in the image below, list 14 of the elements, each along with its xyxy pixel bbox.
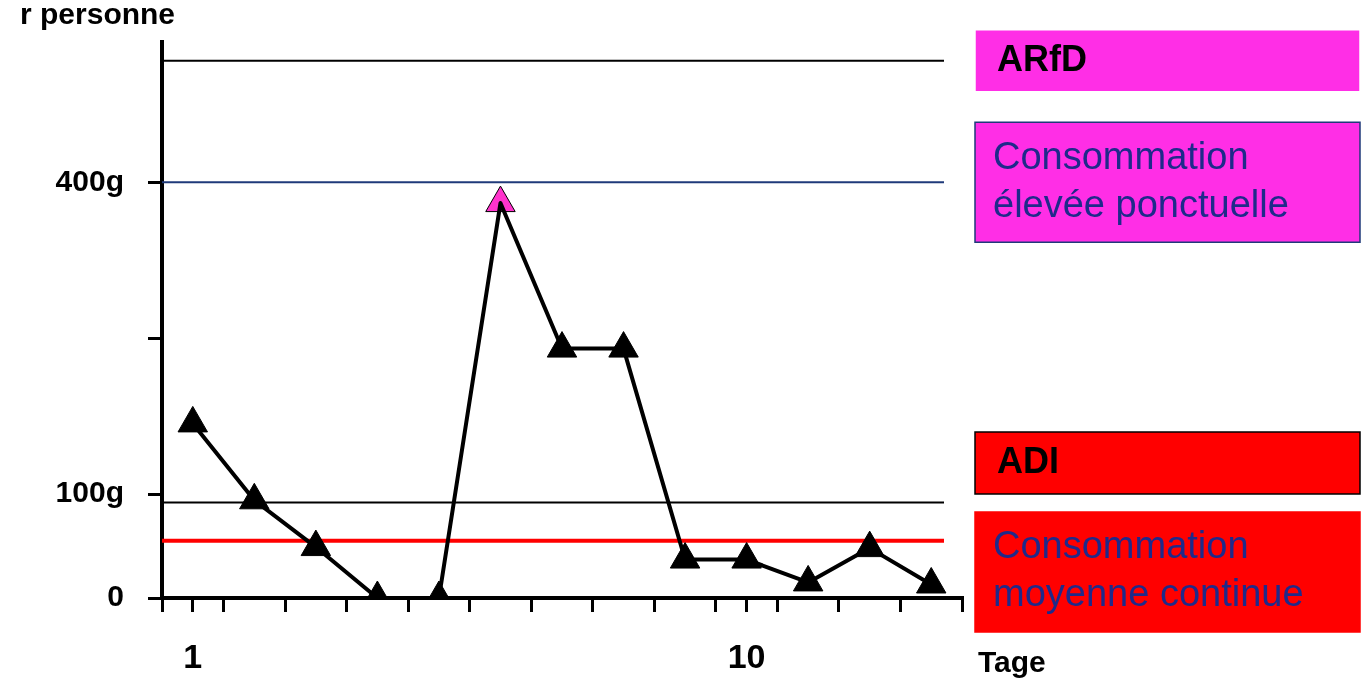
point	[792, 564, 824, 592]
x-tick-label: 10	[727, 636, 766, 675]
y-axis-title: r personne	[20, 0, 176, 31]
ref-line-label: ADI	[997, 439, 1059, 481]
x-tick-label: 1	[183, 636, 203, 675]
point	[916, 566, 947, 594]
ref-line-label: Consommation moyenne continue	[993, 524, 1304, 615]
point	[177, 405, 208, 433]
ref-line-label: ARfD	[997, 37, 1087, 79]
y-tick-label: 0	[107, 579, 124, 613]
y-tick-label: 100g	[55, 475, 124, 509]
y-tick-label: 400g	[55, 163, 124, 197]
ref-line-label: Consommation élevée ponctuelle	[993, 134, 1289, 225]
x-axis-title: Tage	[978, 645, 1046, 679]
